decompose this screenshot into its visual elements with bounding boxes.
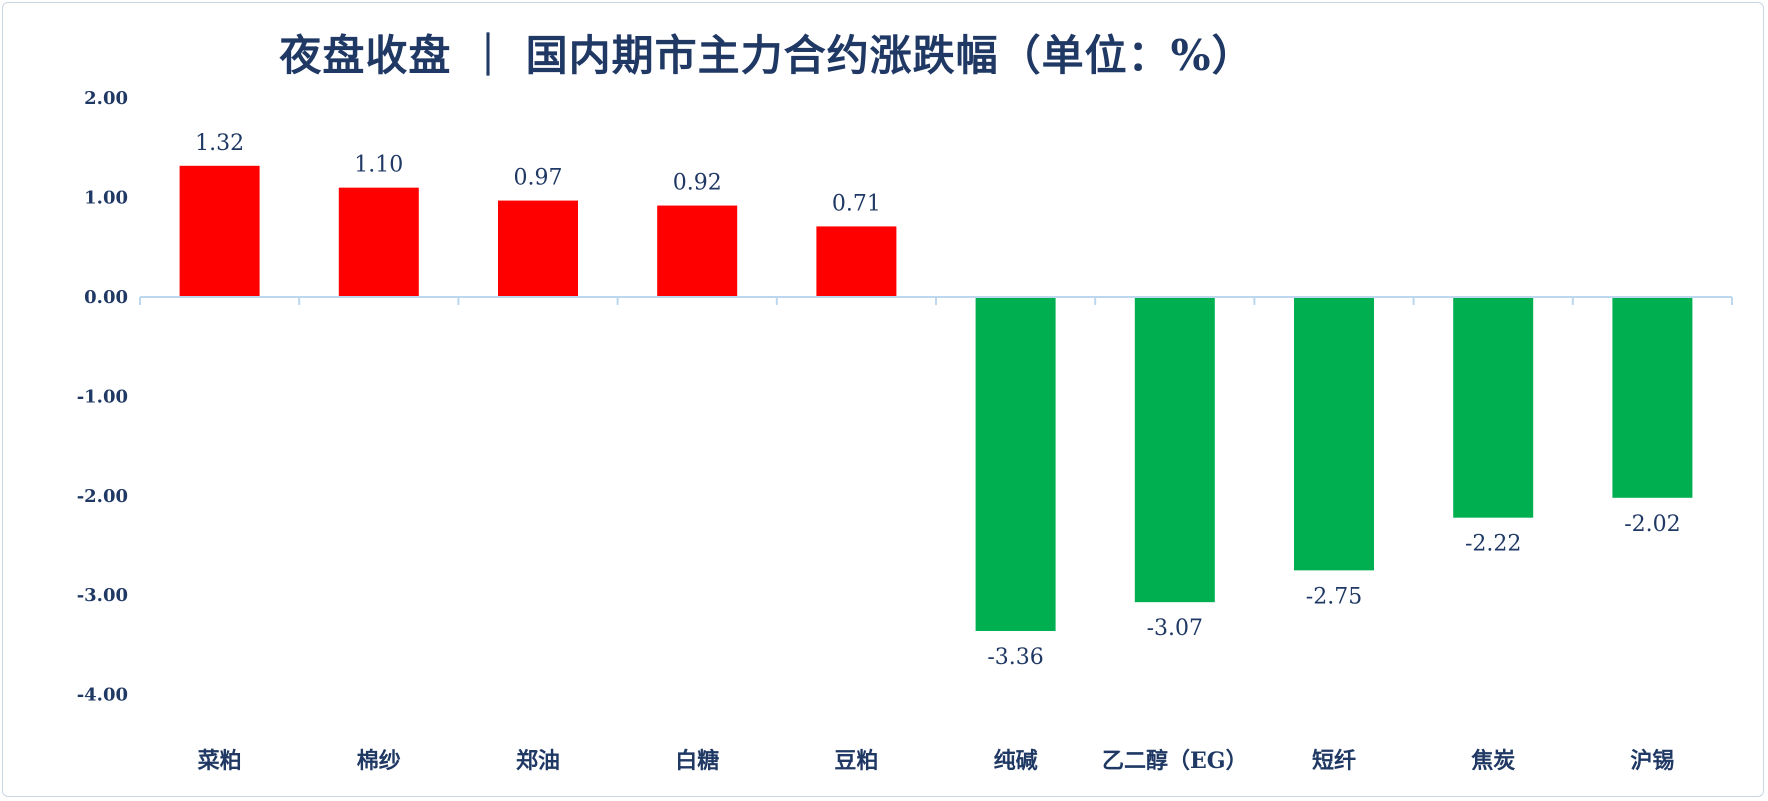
y-tick-label: -1.00 <box>77 386 128 407</box>
data-labels-group: 1.32 1.10 0.97 0.92 0.71 -3.36 -3.07 -2.75 -2.22… <box>195 131 1681 670</box>
x-tick-label: 沪锡 <box>1630 748 1674 774</box>
x-tick-label: 乙二醇（EG） <box>1102 748 1248 774</box>
x-tick-label: 郑油 <box>516 748 560 774</box>
y-tick-label: -3.00 <box>77 585 128 606</box>
data-label: 0.97 <box>514 166 563 191</box>
x-tick-label: 棉纱 <box>357 748 401 774</box>
y-tick-label: 1.00 <box>84 188 128 209</box>
x-tick-label: 纯碱 <box>994 748 1038 774</box>
bar <box>975 297 1056 631</box>
data-label: 1.32 <box>195 131 244 156</box>
bar <box>498 200 578 297</box>
bar <box>657 205 738 297</box>
data-label: -2.02 <box>1624 512 1680 537</box>
y-tick-label: -2.00 <box>77 486 128 507</box>
x-axis-ticks: 菜粕 棉纱 郑油 白糖 豆粕 纯碱 乙二醇（EG） 短纤 焦炭 沪锡 <box>197 748 1675 774</box>
bar <box>1134 297 1215 603</box>
y-tick-label: 2.00 <box>84 88 128 109</box>
x-tick-label: 焦炭 <box>1470 748 1515 774</box>
bar <box>1294 297 1374 571</box>
data-label: 0.92 <box>673 171 722 196</box>
bar <box>1453 297 1534 518</box>
x-tick-label: 菜粕 <box>197 748 242 774</box>
chart-title: 夜盘收盘 ｜ 国内期市主力合约涨跌幅（单位：%） <box>279 31 1255 80</box>
x-tick-label: 短纤 <box>1312 748 1356 774</box>
data-label: 1.10 <box>354 153 403 178</box>
x-axis <box>139 296 1733 305</box>
bar <box>179 165 260 297</box>
x-tick-label: 豆粕 <box>834 748 878 774</box>
bar <box>816 226 897 297</box>
y-tick-label: -4.00 <box>77 685 128 706</box>
data-label: -3.07 <box>1147 616 1203 641</box>
data-label: -2.75 <box>1306 584 1362 609</box>
bar <box>1612 297 1693 498</box>
bars-group <box>179 165 1693 631</box>
data-label: 0.71 <box>832 191 881 216</box>
data-label: -2.22 <box>1465 532 1521 557</box>
data-label: -3.36 <box>987 645 1043 670</box>
bar <box>338 187 419 297</box>
y-axis-ticks: 2.00 1.00 0.00 -1.00 -2.00 -3.00 -4.00 <box>77 88 128 705</box>
y-tick-label: 0.00 <box>84 287 128 308</box>
x-tick-label: 白糖 <box>675 748 719 774</box>
